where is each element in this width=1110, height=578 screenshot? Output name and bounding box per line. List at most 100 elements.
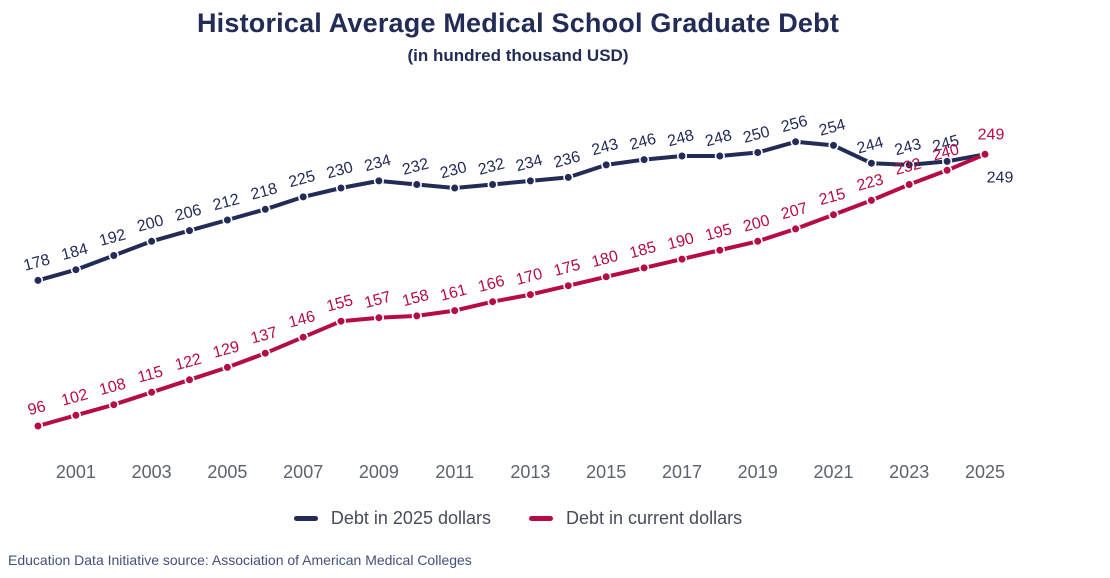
chart-subtitle: (in hundred thousand USD): [407, 46, 629, 65]
legend-swatch-2025-dollars: [293, 516, 318, 521]
data-label-current-dollars: 223: [855, 171, 885, 194]
data-point-2025-dollars: [32, 275, 44, 286]
data-label-current-dollars: 155: [325, 292, 355, 315]
chart-title: Historical Average Medical School Gradua…: [196, 8, 840, 38]
data-label-current-dollars: 185: [628, 239, 658, 262]
data-label-current-dollars: 122: [173, 351, 203, 374]
data-label-2025-dollars: 192: [98, 226, 128, 249]
x-tick-label: 2013: [510, 462, 550, 482]
data-point-2025-dollars: [222, 214, 233, 226]
data-point-2025-dollars: [563, 172, 574, 183]
data-label-2025-dollars: 206: [173, 202, 203, 225]
legend-swatch-current-dollars: [529, 516, 553, 521]
data-label-2025-dollars: 232: [401, 155, 431, 178]
data-label-2025-dollars: 230: [438, 159, 468, 182]
data-point-2025-dollars: [260, 204, 271, 215]
data-point-2025-dollars: [70, 264, 81, 275]
data-label-current-dollars: 102: [60, 386, 90, 409]
x-tick-label: 2025: [965, 462, 1005, 482]
data-point-current-dollars: [184, 374, 195, 385]
series-line-2025-dollars: [36, 139, 987, 283]
data-label-current-dollars: 170: [514, 266, 544, 289]
data-point-2025-dollars: [335, 182, 347, 194]
data-point-current-dollars: [525, 289, 536, 300]
x-tick-label: 2003: [132, 462, 172, 482]
data-label-current-dollars: 137: [249, 324, 279, 347]
x-tick-label: 2015: [586, 462, 626, 482]
x-tick-label: 2023: [889, 462, 929, 482]
data-label-2025-dollars: 256: [779, 113, 809, 136]
data-label-2025-dollars: 243: [893, 136, 923, 159]
data-label-current-dollars: 195: [704, 221, 734, 244]
data-point-current-dollars: [941, 165, 953, 176]
x-tick-label: 2001: [56, 462, 96, 482]
data-point-2025-dollars: [184, 225, 195, 236]
data-label-2025-dollars: 212: [211, 191, 241, 214]
data-point-current-dollars: [70, 410, 81, 421]
data-point-current-dollars: [449, 305, 460, 316]
legend: Debt in 2025 dollars Debt in current dol…: [0, 508, 1036, 529]
x-tick-label: 2011: [435, 462, 474, 482]
data-point-2025-dollars: [601, 159, 612, 170]
data-label-2025-dollars: 232: [476, 155, 506, 178]
data-point-current-dollars: [335, 316, 347, 327]
data-label-2025-dollars: 218: [249, 180, 279, 203]
data-point-current-dollars: [904, 179, 915, 190]
data-point-current-dollars: [828, 209, 839, 220]
data-label-current-dollars: 166: [476, 273, 506, 296]
data-point-current-dollars: [32, 420, 44, 432]
data-label-current-dollars: 157: [363, 289, 393, 312]
data-point-current-dollars: [487, 296, 498, 307]
data-label-current-dollars: 161: [438, 282, 468, 305]
data-label-current-dollars: 96: [26, 398, 48, 419]
data-label-2025-dollars: 246: [628, 131, 658, 154]
data-label-2025-dollars: 249: [987, 169, 1014, 186]
data-point-2025-dollars: [752, 147, 763, 158]
data-label-2025-dollars: 250: [741, 123, 771, 146]
x-tick-label: 2009: [359, 462, 399, 482]
data-label-2025-dollars: 178: [22, 251, 52, 274]
data-label-2025-dollars: 200: [135, 212, 165, 235]
data-label-2025-dollars: 230: [325, 159, 355, 182]
legend-label-current-dollars: Debt in current dollars: [566, 508, 743, 528]
data-label-2025-dollars: 248: [704, 127, 734, 150]
data-label-2025-dollars: 236: [552, 148, 582, 171]
series-line-current-dollars: [36, 152, 987, 428]
data-label-current-dollars: 158: [401, 287, 431, 310]
data-point-current-dollars: [752, 236, 763, 247]
data-label-2025-dollars: 184: [60, 241, 90, 264]
data-point-2025-dollars: [146, 236, 157, 247]
data-point-2025-dollars: [638, 154, 650, 165]
data-point-current-dollars: [638, 262, 650, 274]
data-point-2025-dollars: [866, 158, 877, 169]
data-label-current-dollars: 146: [287, 308, 317, 331]
data-point-current-dollars: [790, 223, 801, 234]
data-point-current-dollars: [411, 310, 422, 322]
data-label-current-dollars: 108: [98, 376, 128, 399]
data-label-current-dollars: 190: [666, 230, 696, 253]
data-label-current-dollars: 232: [893, 155, 923, 178]
data-point-2025-dollars: [828, 140, 839, 151]
data-point-current-dollars: [260, 348, 271, 359]
x-tick-label: 2019: [738, 462, 778, 482]
data-label-2025-dollars: 234: [363, 152, 393, 175]
data-point-current-dollars: [108, 399, 119, 410]
data-label-current-dollars: 249: [978, 126, 1005, 143]
data-point-2025-dollars: [487, 179, 498, 190]
data-label-current-dollars: 115: [136, 363, 165, 386]
data-point-2025-dollars: [411, 179, 422, 190]
x-tick-label: 2007: [283, 462, 323, 482]
data-point-2025-dollars: [298, 191, 309, 202]
data-label-2025-dollars: 243: [590, 136, 620, 159]
data-label-2025-dollars: 244: [855, 134, 885, 157]
data-label-current-dollars: 240: [931, 141, 961, 164]
data-point-current-dollars: [222, 362, 233, 373]
data-label-current-dollars: 180: [590, 248, 620, 271]
data-point-current-dollars: [146, 387, 157, 398]
legend-item-2025-dollars: Debt in 2025 dollars: [293, 508, 491, 529]
data-label-current-dollars: 175: [552, 257, 582, 280]
data-label-2025-dollars: 234: [514, 152, 544, 175]
data-point-2025-dollars: [904, 159, 915, 170]
